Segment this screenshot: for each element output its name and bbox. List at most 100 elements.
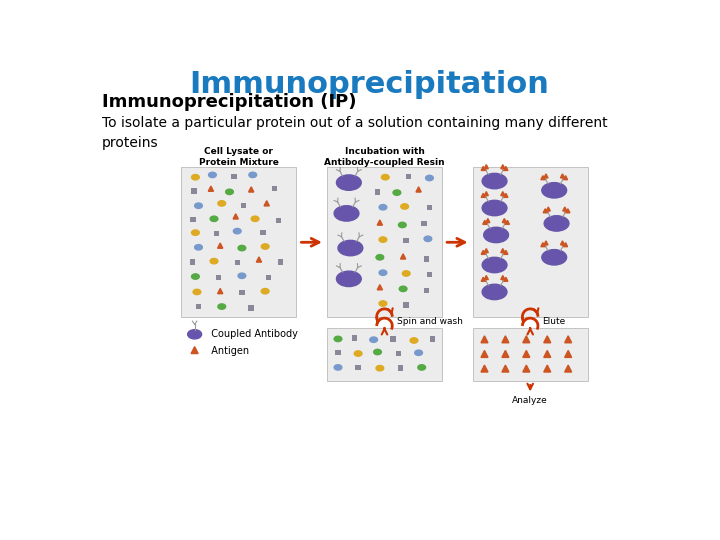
Polygon shape (486, 219, 490, 222)
Polygon shape (481, 336, 488, 343)
Polygon shape (566, 209, 570, 213)
Ellipse shape (251, 216, 259, 221)
Ellipse shape (192, 174, 199, 180)
FancyBboxPatch shape (214, 231, 219, 236)
FancyBboxPatch shape (191, 188, 197, 194)
Polygon shape (416, 187, 421, 192)
FancyBboxPatch shape (430, 336, 436, 342)
Text: To isolate a particular protein out of a solution containing many different
prot: To isolate a particular protein out of a… (102, 116, 607, 150)
Ellipse shape (393, 190, 401, 195)
FancyBboxPatch shape (216, 275, 221, 280)
Polygon shape (544, 174, 548, 178)
FancyBboxPatch shape (421, 221, 427, 226)
Ellipse shape (379, 237, 387, 242)
Polygon shape (400, 254, 405, 259)
Polygon shape (485, 165, 488, 168)
Polygon shape (564, 365, 572, 372)
Ellipse shape (379, 270, 387, 275)
Ellipse shape (210, 216, 218, 221)
Ellipse shape (379, 205, 387, 210)
Ellipse shape (542, 183, 567, 198)
Polygon shape (264, 201, 269, 206)
Polygon shape (481, 365, 488, 372)
Ellipse shape (188, 330, 202, 339)
Text: Spin and wash: Spin and wash (397, 316, 463, 326)
Polygon shape (485, 192, 488, 195)
Text: Analyze: Analyze (513, 396, 548, 405)
Polygon shape (564, 242, 567, 247)
Text: Immunoprecipitation (IP): Immunoprecipitation (IP) (102, 93, 356, 111)
Ellipse shape (193, 289, 201, 295)
Polygon shape (544, 241, 548, 245)
Ellipse shape (210, 259, 218, 264)
Polygon shape (481, 277, 485, 281)
Polygon shape (217, 288, 222, 294)
Polygon shape (546, 207, 550, 211)
FancyBboxPatch shape (403, 238, 409, 243)
Text: Cell Lysate or
Protein Mixture: Cell Lysate or Protein Mixture (199, 147, 279, 167)
FancyBboxPatch shape (231, 174, 237, 179)
Ellipse shape (482, 284, 507, 300)
Ellipse shape (209, 172, 216, 178)
Text: Immunoprecipitation: Immunoprecipitation (189, 70, 549, 98)
Polygon shape (564, 350, 572, 357)
Polygon shape (233, 214, 238, 219)
Ellipse shape (402, 271, 410, 276)
FancyBboxPatch shape (351, 335, 357, 341)
Ellipse shape (482, 173, 507, 189)
Polygon shape (377, 220, 382, 225)
Ellipse shape (261, 288, 269, 294)
Ellipse shape (249, 172, 256, 178)
Polygon shape (501, 192, 505, 195)
Polygon shape (482, 220, 487, 224)
Ellipse shape (338, 240, 363, 256)
FancyBboxPatch shape (427, 205, 432, 210)
FancyBboxPatch shape (235, 260, 240, 265)
Ellipse shape (376, 366, 384, 371)
Ellipse shape (542, 249, 567, 265)
Polygon shape (256, 257, 261, 262)
Polygon shape (541, 176, 545, 180)
Polygon shape (544, 365, 551, 372)
Polygon shape (501, 248, 505, 253)
Polygon shape (541, 242, 545, 247)
Polygon shape (248, 187, 254, 192)
Polygon shape (481, 251, 485, 254)
FancyBboxPatch shape (427, 272, 432, 277)
Ellipse shape (192, 274, 199, 279)
Ellipse shape (336, 271, 361, 287)
Ellipse shape (334, 206, 359, 221)
Ellipse shape (192, 230, 199, 235)
Ellipse shape (399, 286, 407, 292)
Polygon shape (502, 365, 509, 372)
Polygon shape (208, 186, 214, 191)
Ellipse shape (376, 254, 384, 260)
Polygon shape (504, 193, 508, 198)
FancyBboxPatch shape (327, 167, 442, 318)
Polygon shape (502, 336, 509, 343)
FancyBboxPatch shape (396, 351, 401, 356)
FancyBboxPatch shape (248, 306, 254, 311)
FancyBboxPatch shape (390, 336, 396, 342)
Ellipse shape (424, 236, 432, 241)
FancyBboxPatch shape (278, 259, 284, 265)
FancyBboxPatch shape (406, 174, 411, 179)
Polygon shape (485, 275, 488, 280)
Ellipse shape (233, 228, 241, 234)
Polygon shape (504, 251, 508, 254)
Polygon shape (505, 220, 510, 224)
Ellipse shape (379, 301, 387, 306)
Ellipse shape (415, 350, 423, 355)
Ellipse shape (382, 174, 389, 180)
FancyBboxPatch shape (423, 256, 429, 261)
FancyBboxPatch shape (189, 259, 195, 265)
Polygon shape (217, 243, 222, 248)
Ellipse shape (418, 364, 426, 370)
Polygon shape (377, 285, 382, 290)
Polygon shape (481, 350, 488, 357)
FancyBboxPatch shape (403, 302, 409, 308)
Ellipse shape (544, 215, 569, 231)
Ellipse shape (426, 176, 433, 181)
Polygon shape (564, 176, 567, 180)
Ellipse shape (354, 351, 362, 356)
